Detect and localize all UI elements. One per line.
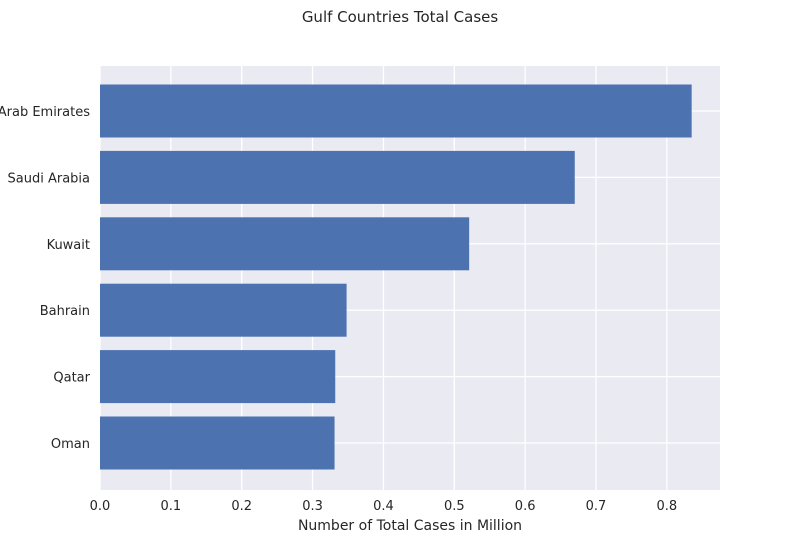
y-tick-label: Kuwait (47, 238, 90, 253)
x-axis-label: Number of Total Cases in Million (298, 518, 522, 534)
x-tick-label: 0.1 (161, 499, 182, 514)
bar-arab-emirates (100, 84, 692, 138)
y-tick-label: Saudi Arabia (8, 171, 91, 186)
y-tick-label: Qatar (53, 371, 90, 386)
bar-oman (100, 416, 335, 470)
y-tick-labels: Arab Emirates Saudi Arabia Kuwait Bahrain Qa… (0, 105, 91, 452)
chart-title: Gulf Countries Total Cases (302, 8, 499, 26)
bars (100, 84, 692, 470)
x-tick-label: 0.7 (586, 499, 607, 514)
x-tick-labels: 0.0 0.1 0.2 0.3 0.4 0.5 0.6 0.7 0.8 (90, 499, 678, 514)
y-tick-label: Bahrain (40, 304, 90, 319)
bar-bahrain (100, 283, 347, 337)
bar-saudi-arabia (100, 150, 575, 204)
x-tick-label: 0.8 (657, 499, 678, 514)
bar-qatar (100, 350, 336, 404)
x-tick-label: 0.2 (231, 499, 252, 514)
x-tick-label: 0.0 (90, 499, 111, 514)
y-tick-label: Oman (51, 437, 90, 452)
y-tick-label: Arab Emirates (0, 105, 90, 120)
bar-kuwait (100, 217, 470, 271)
x-tick-label: 0.3 (302, 499, 323, 514)
x-tick-label: 0.5 (444, 499, 465, 514)
x-tick-label: 0.4 (373, 499, 394, 514)
x-tick-label: 0.6 (515, 499, 536, 514)
